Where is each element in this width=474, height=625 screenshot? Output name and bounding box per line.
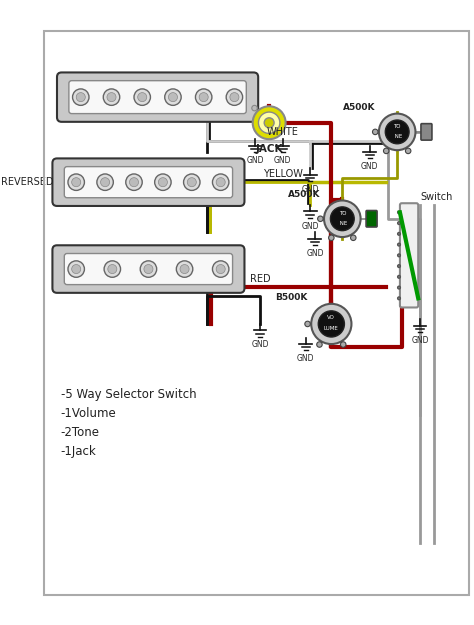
Circle shape <box>253 106 286 139</box>
Circle shape <box>155 174 171 191</box>
Text: NE: NE <box>337 221 347 226</box>
Circle shape <box>68 261 84 278</box>
Circle shape <box>340 342 346 348</box>
Circle shape <box>373 129 378 134</box>
Circle shape <box>212 174 229 191</box>
Circle shape <box>398 297 401 300</box>
Circle shape <box>108 264 117 274</box>
Circle shape <box>212 261 229 278</box>
FancyBboxPatch shape <box>421 124 432 140</box>
Circle shape <box>103 89 120 106</box>
Circle shape <box>68 174 84 191</box>
Circle shape <box>97 174 113 191</box>
Text: A500K: A500K <box>343 102 375 112</box>
Text: JACK: JACK <box>255 144 283 154</box>
Circle shape <box>264 118 274 127</box>
Text: VO: VO <box>328 316 335 321</box>
Circle shape <box>158 177 167 187</box>
Circle shape <box>398 276 401 278</box>
Text: GND: GND <box>297 354 314 363</box>
Circle shape <box>258 112 280 134</box>
Circle shape <box>383 148 389 154</box>
FancyBboxPatch shape <box>57 72 258 122</box>
Circle shape <box>140 261 157 278</box>
Circle shape <box>398 265 401 268</box>
Circle shape <box>144 264 153 274</box>
Circle shape <box>317 342 322 348</box>
Circle shape <box>129 177 138 187</box>
Circle shape <box>398 232 401 235</box>
FancyBboxPatch shape <box>64 167 233 198</box>
FancyBboxPatch shape <box>53 158 245 206</box>
Circle shape <box>385 120 409 144</box>
Circle shape <box>305 321 310 327</box>
Circle shape <box>100 177 109 187</box>
Circle shape <box>187 177 196 187</box>
Text: TO: TO <box>338 211 346 216</box>
Text: A500K: A500K <box>288 189 320 199</box>
Circle shape <box>104 261 120 278</box>
Text: GND: GND <box>411 336 429 345</box>
Circle shape <box>216 177 225 187</box>
Circle shape <box>311 304 351 344</box>
Text: GND: GND <box>301 221 319 231</box>
Circle shape <box>195 89 212 106</box>
Circle shape <box>252 106 257 111</box>
Text: NE: NE <box>392 134 402 139</box>
Text: GND: GND <box>301 185 319 194</box>
Circle shape <box>379 114 416 150</box>
Circle shape <box>176 261 193 278</box>
Text: GND: GND <box>251 341 269 349</box>
Circle shape <box>398 243 401 246</box>
Text: YELLOW: YELLOW <box>263 169 303 179</box>
Circle shape <box>199 92 208 102</box>
Text: GND: GND <box>306 249 324 258</box>
Text: LUME: LUME <box>324 326 339 331</box>
Circle shape <box>328 235 334 241</box>
Circle shape <box>318 311 345 337</box>
Circle shape <box>226 89 243 106</box>
Circle shape <box>72 177 81 187</box>
Circle shape <box>398 254 401 257</box>
Text: B500K: B500K <box>275 293 308 302</box>
Text: -5 Way Selector Switch
-1Volume
-2Tone
-1Jack: -5 Way Selector Switch -1Volume -2Tone -… <box>61 388 196 458</box>
Circle shape <box>180 264 189 274</box>
Circle shape <box>318 216 323 221</box>
Circle shape <box>216 264 225 274</box>
Circle shape <box>330 207 354 231</box>
FancyBboxPatch shape <box>69 81 246 114</box>
Text: RED: RED <box>250 274 270 284</box>
Circle shape <box>72 264 81 274</box>
Circle shape <box>168 92 177 102</box>
FancyBboxPatch shape <box>400 203 418 308</box>
Text: Switch: Switch <box>420 192 452 202</box>
Circle shape <box>405 148 411 154</box>
Text: WHITE: WHITE <box>267 127 299 138</box>
FancyBboxPatch shape <box>366 211 377 227</box>
Text: REVERSED: REVERSED <box>1 177 54 187</box>
Circle shape <box>126 174 142 191</box>
Circle shape <box>351 235 356 241</box>
Text: TO: TO <box>393 124 401 129</box>
Circle shape <box>134 89 150 106</box>
Text: GND: GND <box>361 162 379 171</box>
Circle shape <box>165 89 181 106</box>
Text: GND: GND <box>274 156 292 164</box>
FancyBboxPatch shape <box>64 254 233 284</box>
Text: GND: GND <box>246 156 264 164</box>
Circle shape <box>138 92 147 102</box>
Circle shape <box>398 211 401 214</box>
Circle shape <box>398 222 401 224</box>
Circle shape <box>76 92 85 102</box>
Circle shape <box>107 92 116 102</box>
Circle shape <box>230 92 239 102</box>
Circle shape <box>398 286 401 289</box>
Circle shape <box>324 201 361 237</box>
FancyBboxPatch shape <box>53 245 245 293</box>
Circle shape <box>73 89 89 106</box>
Circle shape <box>183 174 200 191</box>
